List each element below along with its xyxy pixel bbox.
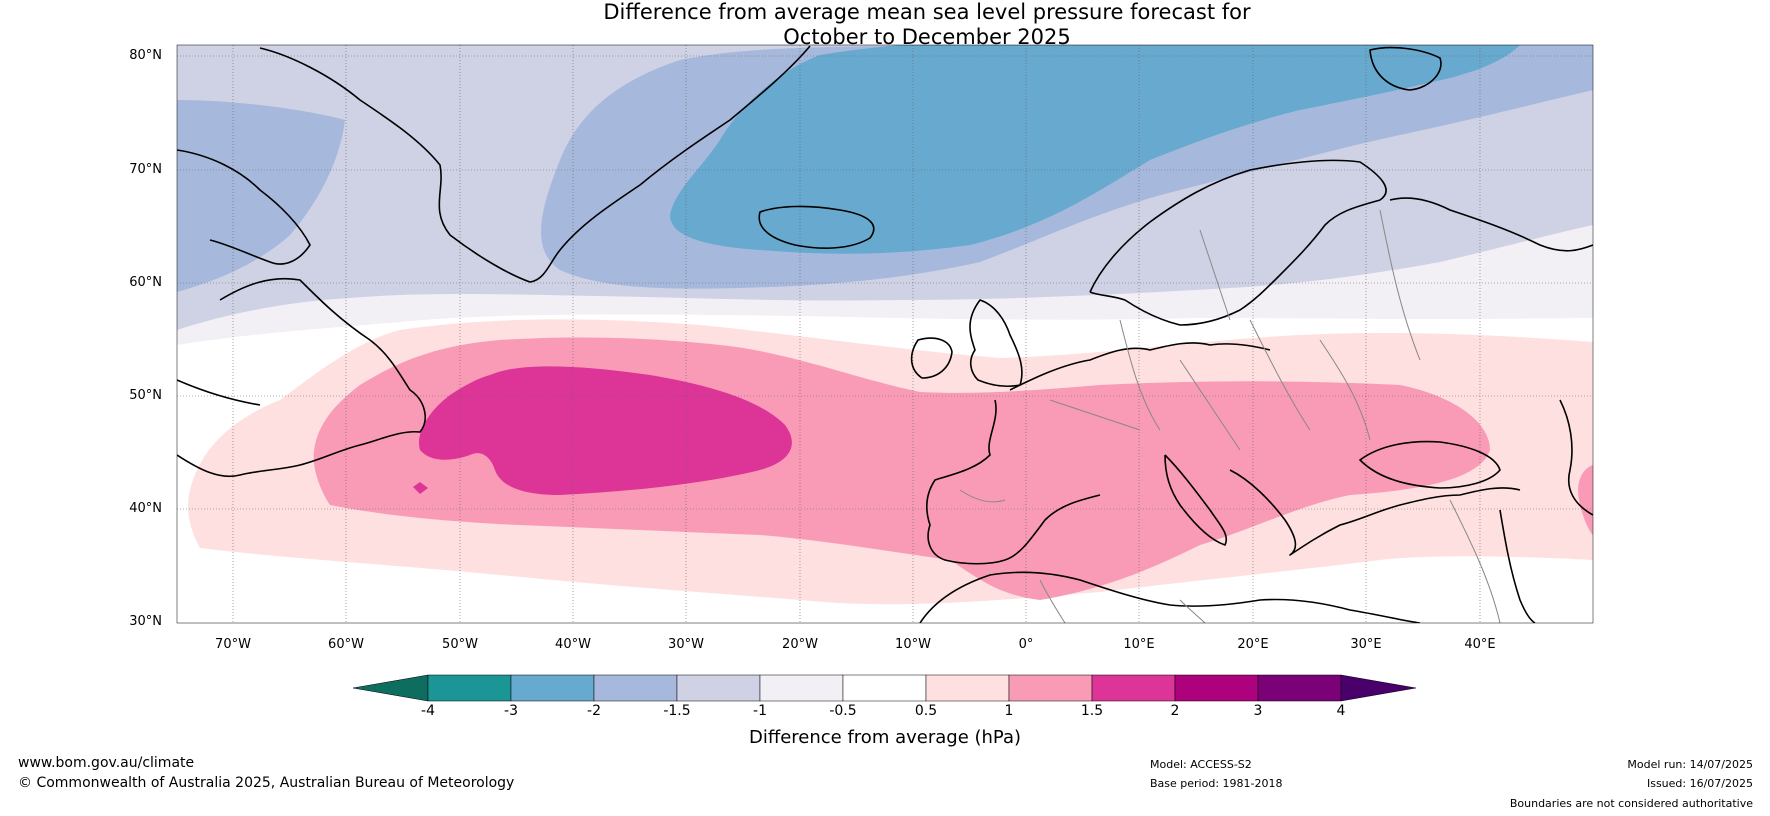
- colorbar-tick-label: 4: [1336, 703, 1346, 719]
- colorbar-segment: [1008, 674, 1093, 702]
- coastline-black-sea: [1359, 440, 1501, 489]
- colorbar-tick-label: -4: [421, 703, 435, 719]
- lon-label-50w: 50°W: [442, 637, 478, 652]
- lon-label-10w: 10°W: [895, 637, 931, 652]
- colorbar-tick-label: -0.5: [829, 703, 857, 719]
- lon-label-40w: 40°W: [555, 637, 591, 652]
- colorbar-segment: [1091, 674, 1176, 702]
- coastline-russia-north: [1389, 197, 1593, 252]
- coastline-great-britain: [969, 299, 1023, 387]
- border-europe-4: [1249, 319, 1311, 431]
- anomaly-spot-plus-1-5: [413, 482, 428, 494]
- coastline-ireland: [910, 337, 953, 379]
- lon-label-30e: 30°E: [1350, 637, 1382, 652]
- colorbar-tick-label: 0.5: [914, 703, 938, 719]
- coastline-france-iberia: [925, 399, 1101, 565]
- lat-label-80n: 80°N: [129, 48, 162, 63]
- coastline-north-africa: [919, 571, 1421, 623]
- lon-label-30w: 30°W: [668, 637, 704, 652]
- footer-model: Model: ACCESS-S2: [1150, 758, 1252, 771]
- footer-model-run: Model run: 14/07/2025: [1627, 758, 1753, 771]
- lat-label-30n: 30°N: [129, 614, 162, 629]
- colorbar-segment: [1174, 674, 1259, 702]
- colorbar-tick-label: 1.5: [1080, 703, 1104, 719]
- colorbar-segment: [925, 674, 1010, 702]
- colorbar-tick-label: -3: [504, 703, 518, 719]
- border-europe-3: [1179, 359, 1241, 451]
- colorbar-segment: [676, 674, 761, 702]
- anomaly-band-minus-1-5-west: [177, 100, 345, 292]
- map-title: Difference from average mean sea level p…: [0, 0, 1770, 50]
- colorbar: [352, 674, 1417, 702]
- lat-label-40n: 40°N: [129, 501, 162, 516]
- lon-label-20e: 20°E: [1237, 637, 1269, 652]
- colorbar-tick-label: 3: [1253, 703, 1263, 719]
- coastline-iceland: [758, 205, 875, 249]
- gridlines: [177, 45, 1593, 623]
- footer-base-period: Base period: 1981-2018: [1150, 777, 1283, 790]
- colorbar-tick-label: -1.5: [663, 703, 691, 719]
- colorbar-tick-label: -1: [753, 703, 767, 719]
- anomaly-band-plus-1-east: [1578, 465, 1593, 535]
- colorbar-segment: [759, 674, 844, 702]
- coastline-scandinavia: [1089, 159, 1387, 326]
- coastline-italy: [1164, 454, 1228, 546]
- border-africa-2: [1179, 599, 1206, 623]
- lat-label-50n: 50°N: [129, 388, 162, 403]
- coastline-svalbard: [1369, 46, 1442, 91]
- coastline-east-edge: [1559, 399, 1593, 516]
- coastline-greenland: [259, 45, 811, 283]
- coastline-levant: [1499, 509, 1536, 623]
- border-middle-east: [1449, 499, 1501, 623]
- colorbar-tick-label: -2: [587, 703, 601, 719]
- coastline-baffin: [177, 149, 311, 265]
- pressure-map: [176, 44, 1594, 624]
- coastlines: [177, 45, 1593, 623]
- colorbar-segment: [593, 674, 678, 702]
- lon-label-40e: 40°E: [1464, 637, 1496, 652]
- country-borders: [959, 209, 1501, 623]
- colorbar-segment: [842, 674, 927, 702]
- border-iberia: [959, 489, 1006, 503]
- lon-label-10e: 10°E: [1123, 637, 1155, 652]
- colorbar-segment: [427, 674, 512, 702]
- lon-label-60w: 60°W: [328, 637, 364, 652]
- lat-label-70n: 70°N: [129, 162, 162, 177]
- lon-label-20w: 20°W: [782, 637, 818, 652]
- coastline-labrador: [177, 277, 426, 478]
- colorbar-tick-label: 2: [1170, 703, 1180, 719]
- anomaly-band-plus-1-5: [419, 366, 792, 495]
- coastline-us-east: [177, 379, 261, 406]
- footer-issued: Issued: 16/07/2025: [1646, 777, 1753, 790]
- coastline-balkans: [1229, 469, 1521, 556]
- lon-label-70w: 70°W: [215, 637, 251, 652]
- footer-website: www.bom.gov.au/climate: [18, 755, 195, 771]
- anomaly-band-minus-2: [670, 45, 1520, 254]
- lon-label-0: 0°: [1018, 637, 1034, 652]
- footer-copyright: © Commonwealth of Australia 2025, Austra…: [18, 775, 515, 791]
- colorbar-segment: [1257, 674, 1342, 702]
- border-scandinavia: [1199, 229, 1231, 321]
- colorbar-under-arrow: [352, 674, 429, 702]
- colorbar-segment: [510, 674, 595, 702]
- colorbar-segments: [352, 674, 1417, 702]
- colorbar-tick-label: 1: [1004, 703, 1014, 719]
- border-russia: [1379, 209, 1421, 361]
- border-europe-2: [1049, 399, 1141, 431]
- colorbar-title: Difference from average (hPa): [748, 727, 1022, 748]
- map-title-line1: Difference from average mean sea level p…: [603, 0, 1251, 24]
- colorbar-over-arrow: [1340, 674, 1417, 702]
- footer-disclaimer: Boundaries are not considered authoritat…: [1509, 797, 1753, 810]
- border-europe-1: [1119, 319, 1161, 431]
- border-africa-1: [1039, 579, 1066, 623]
- lat-label-60n: 60°N: [129, 275, 162, 290]
- border-europe-5: [1319, 339, 1371, 441]
- map-frame: [176, 44, 1594, 624]
- coastline-western-europe: [1009, 342, 1271, 391]
